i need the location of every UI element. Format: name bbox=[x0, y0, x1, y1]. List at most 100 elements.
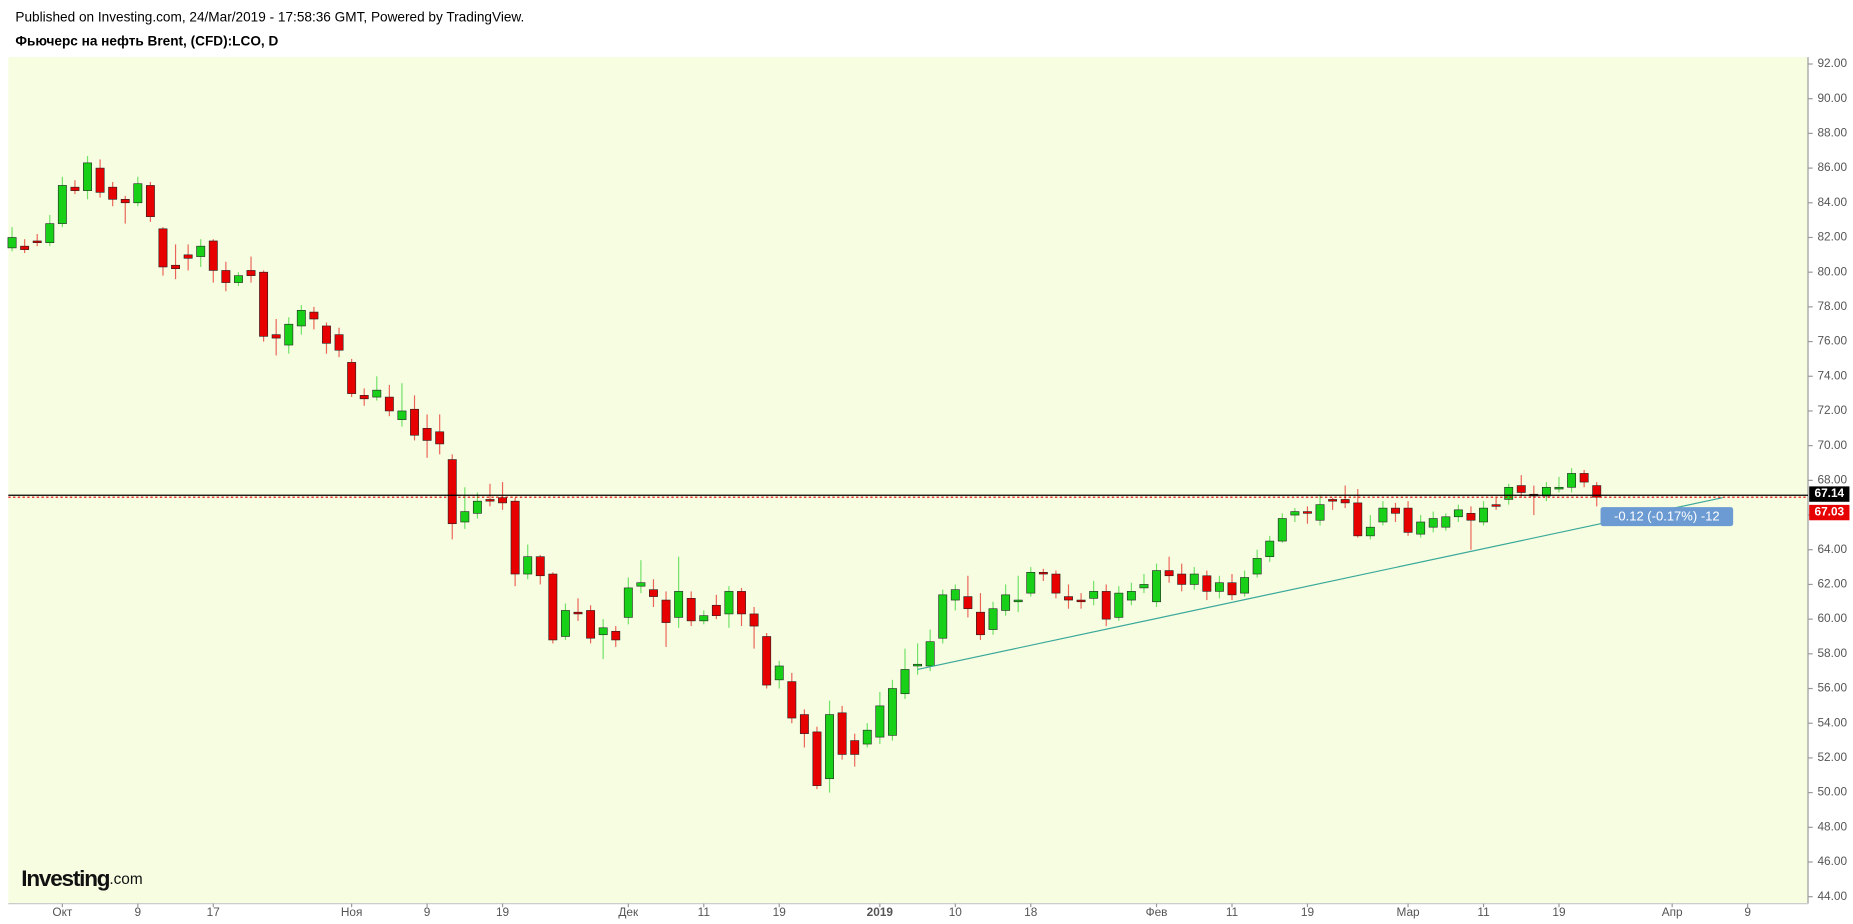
candle-body bbox=[472, 500, 482, 514]
candle-body bbox=[1101, 591, 1111, 620]
candle-body bbox=[1177, 573, 1187, 585]
x-tick-label: Дек bbox=[618, 905, 639, 919]
candle-body bbox=[1139, 584, 1149, 589]
candle-body bbox=[1315, 504, 1325, 521]
candle-body bbox=[1516, 485, 1526, 493]
y-tick-label: 84.00 bbox=[1817, 195, 1847, 209]
candle-body bbox=[649, 589, 658, 597]
candle-body bbox=[1541, 486, 1551, 497]
candle-body bbox=[447, 459, 457, 525]
candle-body bbox=[1290, 511, 1300, 516]
candle-body bbox=[900, 669, 910, 695]
x-tick-label: 9 bbox=[1744, 905, 1751, 919]
candle-body bbox=[1189, 573, 1199, 585]
candle-body bbox=[1416, 521, 1426, 535]
logo-brand: Investing bbox=[21, 866, 109, 891]
candle-body bbox=[1303, 511, 1312, 514]
candle-body bbox=[1076, 599, 1086, 603]
candle-body bbox=[45, 223, 55, 243]
y-tick-label: 74.00 bbox=[1817, 368, 1847, 382]
x-tick-label: 19 bbox=[773, 905, 787, 919]
candle-body bbox=[1479, 507, 1488, 523]
candle-body bbox=[1340, 499, 1350, 504]
candle-body bbox=[686, 598, 696, 622]
candle-body bbox=[825, 714, 834, 780]
candle-body bbox=[485, 499, 495, 502]
candle-body bbox=[699, 615, 709, 622]
candle-body bbox=[498, 497, 507, 504]
y-tick-label: 54.00 bbox=[1817, 715, 1847, 729]
instrument-title: Фьючерс на нефть Brent, (CFD):LCO, D bbox=[15, 33, 278, 48]
candle-body bbox=[460, 511, 470, 523]
candle-body bbox=[359, 395, 369, 400]
candle-body bbox=[259, 271, 269, 337]
candle-body bbox=[435, 431, 445, 445]
y-tick-label: 90.00 bbox=[1817, 91, 1847, 105]
candle-body bbox=[95, 167, 105, 193]
candle-body bbox=[334, 334, 344, 351]
y-tick-label: 86.00 bbox=[1817, 160, 1847, 174]
y-tick-label: 76.00 bbox=[1817, 334, 1847, 348]
candle-body bbox=[1164, 570, 1174, 577]
x-tick-label: 9 bbox=[424, 905, 431, 919]
candle-body bbox=[925, 641, 935, 667]
candle-body bbox=[1265, 540, 1275, 557]
candle-body bbox=[548, 573, 558, 641]
y-tick-label: 78.00 bbox=[1817, 299, 1847, 313]
candle-body bbox=[938, 594, 948, 639]
candle-body bbox=[535, 556, 545, 577]
y-tick-label: 68.00 bbox=[1817, 472, 1847, 486]
y-tick-label: 46.00 bbox=[1817, 854, 1847, 868]
candle-body bbox=[1252, 558, 1262, 575]
candle-body bbox=[862, 729, 872, 745]
candle-body bbox=[1466, 513, 1476, 521]
candle-body bbox=[1428, 518, 1438, 528]
candle-body bbox=[963, 596, 973, 610]
x-tick-label: 18 bbox=[1024, 905, 1038, 919]
candle-body bbox=[1579, 473, 1589, 483]
candle-body bbox=[246, 270, 256, 276]
y-tick-label: 80.00 bbox=[1817, 264, 1847, 278]
candle-body bbox=[623, 587, 633, 618]
candle-body bbox=[1328, 499, 1338, 502]
candle-body bbox=[20, 245, 30, 250]
candle-body bbox=[70, 186, 80, 191]
candle-body bbox=[1240, 577, 1250, 594]
candle-body bbox=[296, 310, 306, 327]
x-tick-label: 11 bbox=[1226, 905, 1238, 919]
x-tick-label: 19 bbox=[1301, 905, 1315, 919]
y-tick-label: 92.00 bbox=[1817, 56, 1847, 70]
candle-body bbox=[913, 663, 923, 667]
candle-body bbox=[598, 627, 608, 636]
candle-body bbox=[1001, 594, 1011, 611]
candle-body bbox=[221, 270, 231, 283]
candle-body bbox=[372, 389, 382, 398]
candle-body bbox=[171, 264, 180, 270]
y-tick-label: 56.00 bbox=[1817, 681, 1847, 695]
candle-body bbox=[1504, 486, 1514, 500]
candle-body bbox=[510, 500, 520, 575]
candle-body bbox=[1365, 526, 1375, 537]
candle-body bbox=[1227, 582, 1237, 596]
candle-body bbox=[523, 556, 533, 575]
candle-body bbox=[384, 396, 394, 412]
candle-body bbox=[83, 162, 92, 191]
candle-body bbox=[837, 712, 847, 755]
y-tick-label: 48.00 bbox=[1817, 819, 1847, 833]
x-tick-label: 17 bbox=[207, 905, 220, 919]
candle-body bbox=[724, 591, 734, 615]
logo-domain: .com bbox=[109, 871, 142, 888]
y-tick-label: 52.00 bbox=[1817, 750, 1847, 764]
candle-body bbox=[1554, 486, 1564, 490]
trend-line bbox=[917, 497, 1723, 671]
candle-body bbox=[120, 199, 130, 204]
candle-body bbox=[133, 183, 143, 204]
candle-body bbox=[560, 610, 570, 637]
candle-body bbox=[787, 681, 797, 719]
y-tick-label: 58.00 bbox=[1817, 646, 1847, 660]
annotation-box bbox=[1600, 507, 1734, 527]
candle-body bbox=[1114, 592, 1124, 618]
candle-body bbox=[322, 325, 331, 344]
